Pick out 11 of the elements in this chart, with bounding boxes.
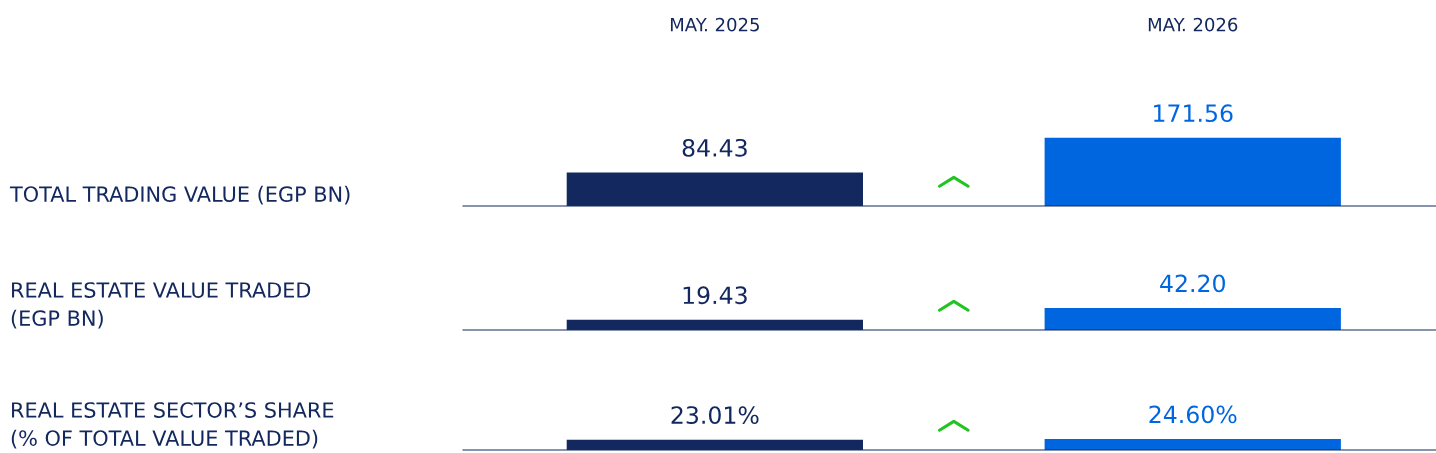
x-tick-label: MAY. 2025 [670, 17, 759, 32]
data-label: 171.56 [1154, 104, 1233, 123]
x-tick-label: MAY. 2026 [1148, 17, 1238, 32]
y-axis-title: TOTAL TRADING VALUE (EGP BN) [9, 185, 350, 205]
data-label: 24.60% [1149, 405, 1237, 424]
y-axis-title: REAL ESTATE VALUE TRADED (EGP BN) [11, 282, 311, 329]
data-label: 42.20 [1160, 274, 1225, 293]
data-label: 23.01% [671, 406, 759, 425]
data-label: 84.43 [682, 138, 747, 157]
data-label: 19.43 [683, 286, 747, 305]
y-axis-title: REAL ESTATE SECTOR’S SHARE (% OF TOTAL VALUE TRADED) [11, 402, 334, 449]
